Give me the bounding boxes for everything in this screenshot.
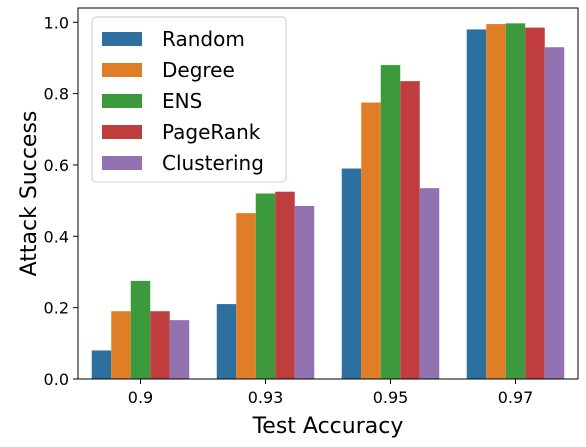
bar-ens-0.93 <box>255 193 276 379</box>
x-axis-label: Test Accuracy <box>252 414 404 439</box>
legend: Random Degree ENS PageRank Clustering <box>91 16 287 183</box>
x-tick-label: 0.9 <box>128 388 153 407</box>
x-tick-label: 0.95 <box>373 388 409 407</box>
y-tick-label: 0.2 <box>44 299 69 318</box>
x-tick-label: 0.97 <box>498 388 534 407</box>
bar-clustering-0.95 <box>419 188 440 379</box>
bar-pagerank-0.97 <box>525 27 545 380</box>
legend-label-ens: ENS <box>162 89 202 113</box>
bar-random-0.97 <box>466 29 487 380</box>
bar-ens-0.9 <box>130 280 151 379</box>
bar-degree-0.93 <box>236 213 256 379</box>
legend-label-degree: Degree <box>162 58 235 82</box>
y-axis-label: Attack Success <box>17 111 42 277</box>
bar-pagerank-0.95 <box>400 81 420 379</box>
legend-swatch-degree <box>102 63 142 77</box>
bars-group <box>91 23 565 380</box>
y-tick-label: 0.4 <box>44 227 69 246</box>
bar-clustering-0.93 <box>294 205 315 379</box>
y-tick-label: 0.6 <box>44 156 69 175</box>
bar-pagerank-0.9 <box>150 311 170 379</box>
bar-random-0.95 <box>341 168 362 379</box>
legend-box <box>91 16 287 183</box>
x-axis: 0.9 0.93 0.95 0.97 <box>128 379 534 407</box>
y-axis: 0.0 0.2 0.4 0.6 0.8 1.0 <box>44 13 78 389</box>
y-tick-label: 0.0 <box>44 370 69 389</box>
legend-swatch-clustering <box>102 156 142 170</box>
bar-degree-0.97 <box>486 24 506 379</box>
y-tick-label: 1.0 <box>44 13 69 32</box>
bar-degree-0.9 <box>111 311 131 379</box>
bar-random-0.93 <box>216 304 237 379</box>
legend-label-clustering: Clustering <box>162 151 264 175</box>
bar-clustering-0.97 <box>544 47 565 379</box>
legend-swatch-ens <box>102 94 142 108</box>
bar-ens-0.95 <box>380 65 401 380</box>
bar-random-0.9 <box>91 350 112 379</box>
plot-frame <box>77 7 579 380</box>
bar-degree-0.95 <box>361 102 381 379</box>
legend-label-random: Random <box>162 27 245 51</box>
legend-label-pagerank: PageRank <box>162 120 261 144</box>
bar-ens-0.97 <box>505 23 526 380</box>
y-tick-label: 0.8 <box>44 85 69 104</box>
x-tick-label: 0.93 <box>248 388 284 407</box>
legend-swatch-random <box>102 32 142 46</box>
bar-clustering-0.9 <box>169 320 190 379</box>
bar-pagerank-0.93 <box>275 191 295 379</box>
legend-swatch-pagerank <box>102 125 142 139</box>
